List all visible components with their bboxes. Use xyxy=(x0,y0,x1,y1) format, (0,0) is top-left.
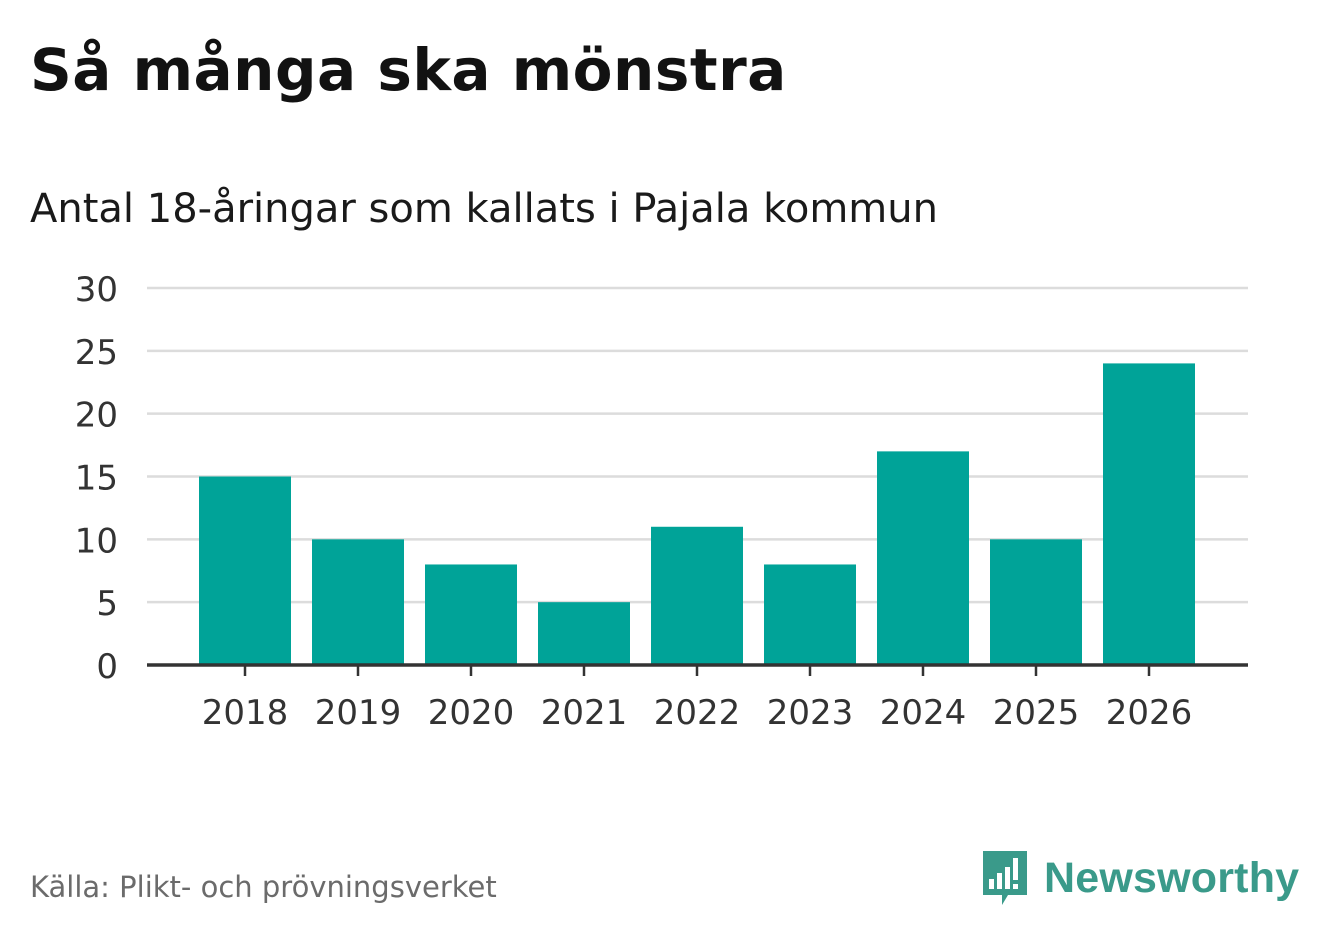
x-tick-label: 2026 xyxy=(1106,693,1193,733)
x-tick-label: 2022 xyxy=(654,693,741,733)
y-tick-label: 30 xyxy=(75,270,118,310)
x-tick-label: 2020 xyxy=(428,693,515,733)
bar-chart-speech-bubble-icon xyxy=(983,851,1027,905)
bar-2019 xyxy=(312,539,404,665)
x-tick-label: 2018 xyxy=(202,693,289,733)
x-tick-label: 2024 xyxy=(880,693,967,733)
y-tick-label: 10 xyxy=(75,521,118,561)
y-tick-label: 15 xyxy=(75,459,118,499)
bar-2024 xyxy=(877,451,969,665)
bar-2020 xyxy=(425,564,517,665)
chart-subtitle: Antal 18-åringar som kallats i Pajala ko… xyxy=(30,186,938,232)
bar-2018 xyxy=(199,476,291,665)
bars xyxy=(199,363,1195,665)
bar-2026 xyxy=(1103,363,1195,665)
x-tick-label: 2019 xyxy=(315,693,402,733)
x-tick-label: 2021 xyxy=(541,693,628,733)
y-tick-label: 20 xyxy=(75,396,118,436)
bar-2021 xyxy=(538,602,630,665)
y-tick-label: 25 xyxy=(75,333,118,373)
brand-name: Newsworthy xyxy=(1044,853,1300,902)
bar-2025 xyxy=(990,539,1082,665)
y-tick-label: 5 xyxy=(96,584,118,624)
source-note: Källa: Plikt- och prövningsverket xyxy=(30,870,497,904)
chart-title: Så många ska mönstra xyxy=(30,36,787,104)
x-tick-label: 2025 xyxy=(993,693,1080,733)
bar-2022 xyxy=(651,526,743,665)
brand-logo: Newsworthy xyxy=(980,848,1299,908)
y-tick-label: 0 xyxy=(96,647,118,687)
axes xyxy=(147,663,1248,676)
x-tick-label: 2023 xyxy=(767,693,854,733)
bar-2023 xyxy=(764,564,856,665)
